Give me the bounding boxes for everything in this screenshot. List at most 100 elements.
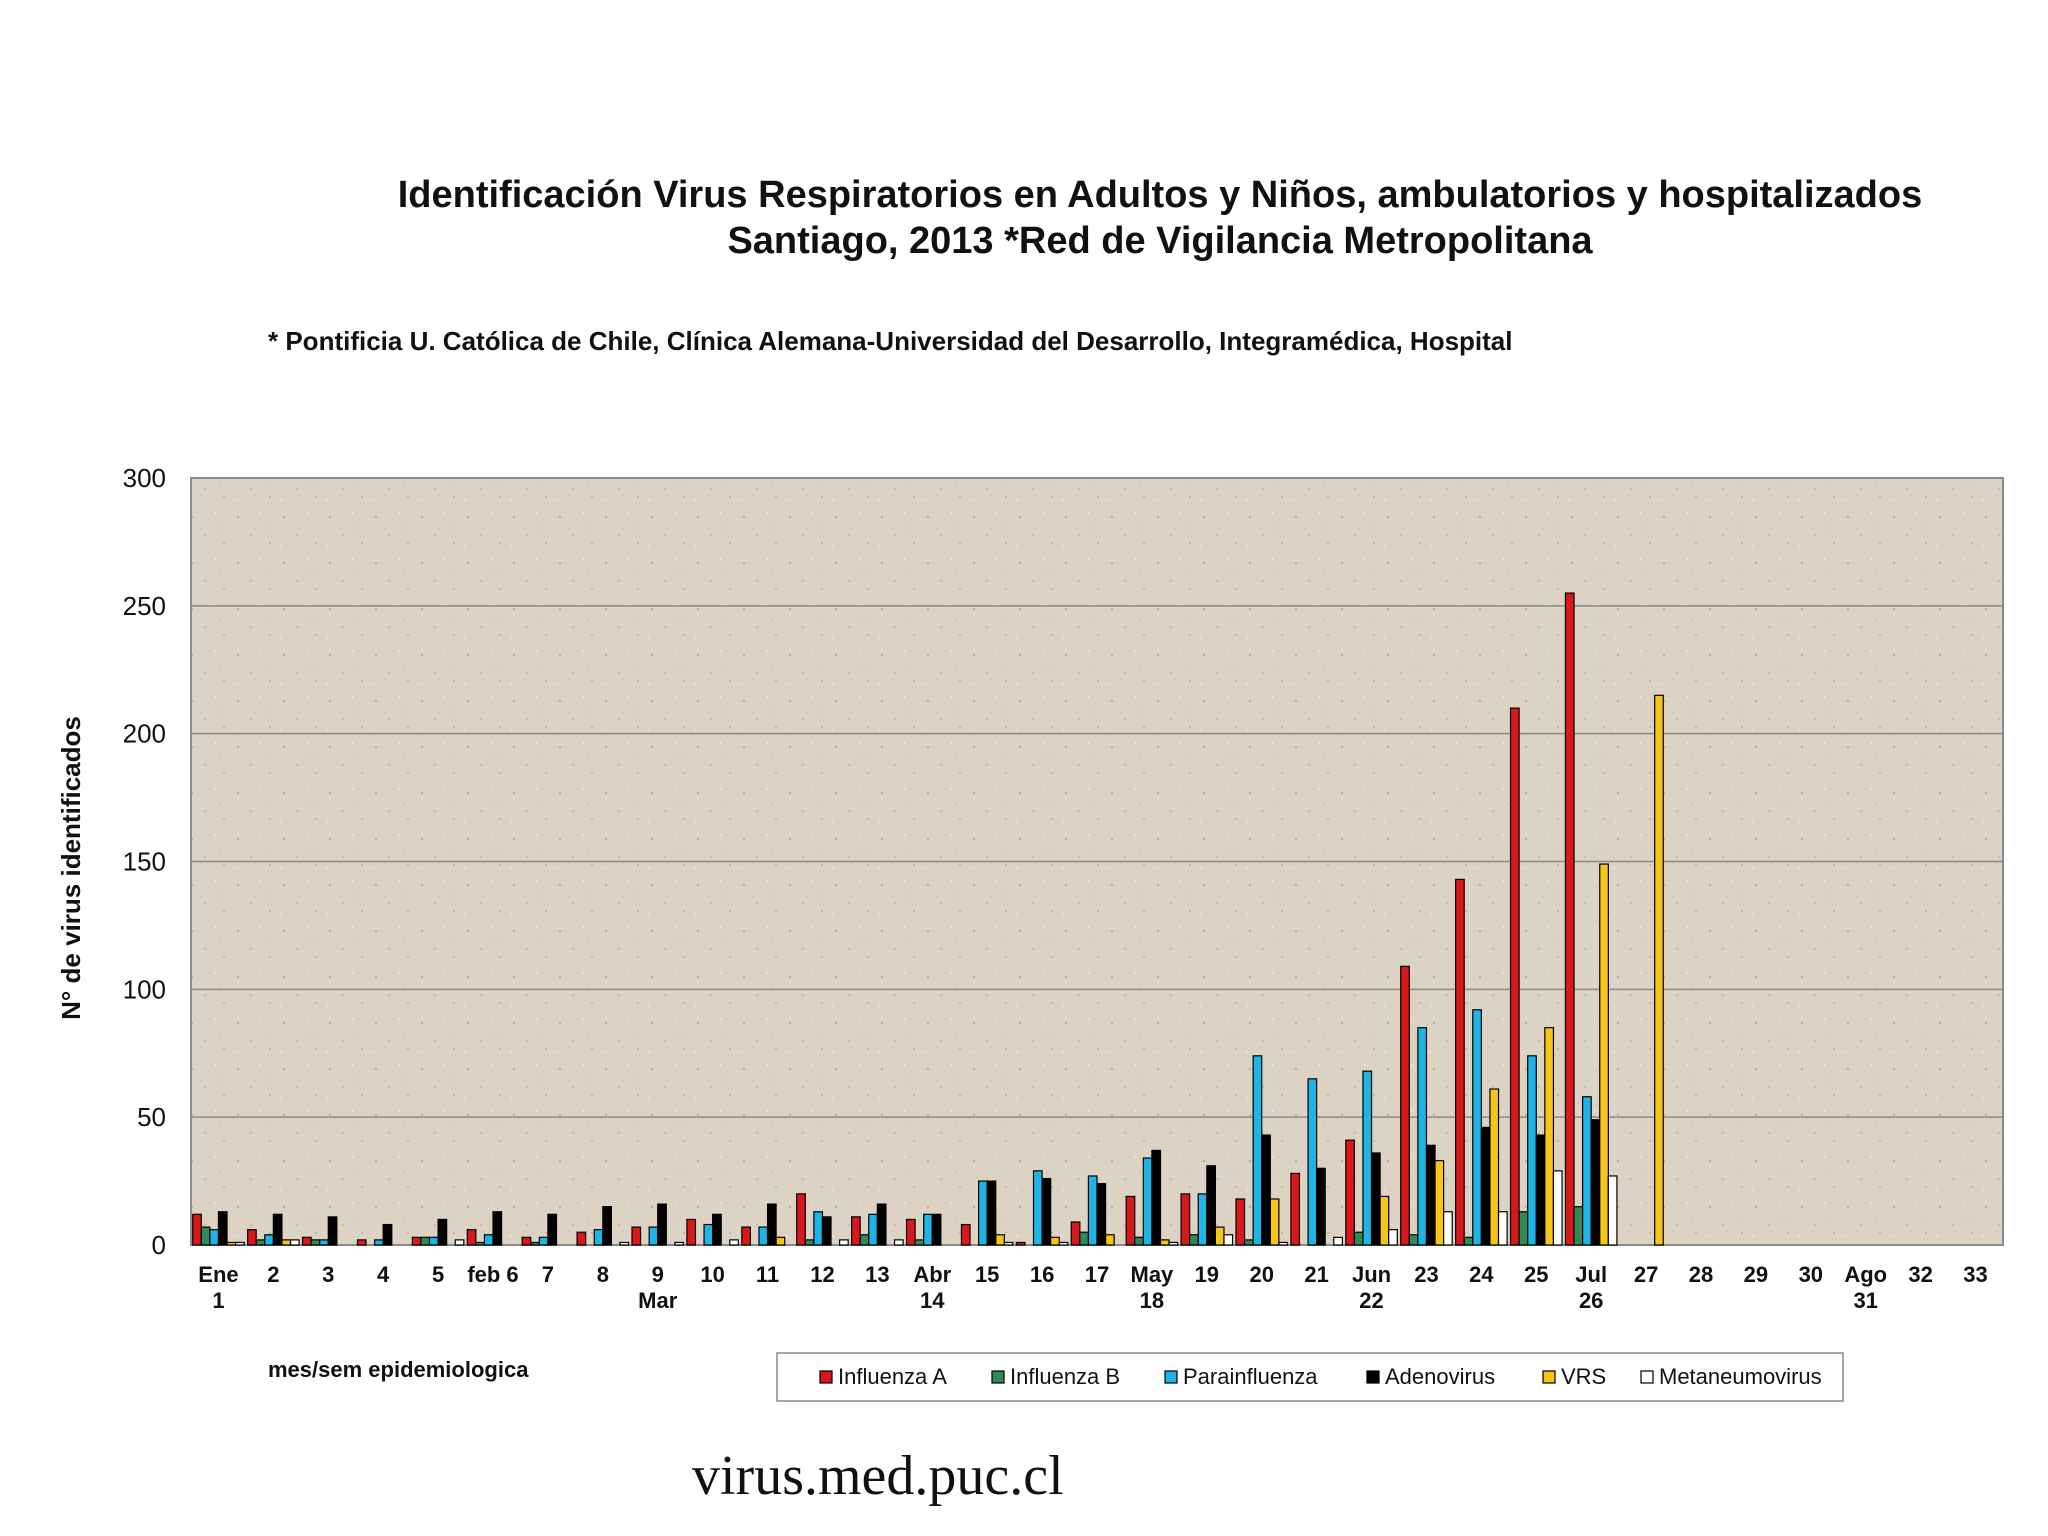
bar-adenovirus-14 (931, 1213, 942, 1246)
bar-adenovirus-1 (217, 1211, 228, 1246)
bar-influenza-a-24 (1455, 878, 1465, 1246)
x-tick-label: 5 (432, 1262, 444, 1287)
x-tick-label: 28 (1689, 1262, 1713, 1287)
bar-influenza-a-17 (1070, 1221, 1081, 1246)
bar-influenza-a-14 (905, 1218, 916, 1246)
bar-vrs-26 (1599, 863, 1609, 1246)
bar-influenza-a-11 (741, 1226, 751, 1246)
bar-influenza-b-24 (1463, 1236, 1474, 1246)
bar-influenza-a-15 (960, 1223, 971, 1246)
bar-parainfluenza-21 (1307, 1078, 1318, 1246)
bar-influenza-b-20 (1243, 1239, 1254, 1246)
x-tick-label: 1 (212, 1288, 224, 1313)
bar-adenovirus-13 (876, 1203, 887, 1246)
bar-parainfluenza-26 (1582, 1096, 1592, 1246)
x-tick-label: 21 (1304, 1262, 1328, 1287)
bar-influenza-a-7 (521, 1236, 532, 1246)
bar-influenza-a-3 (301, 1236, 312, 1246)
x-tick-label: 12 (810, 1262, 834, 1287)
legend-swatch (1164, 1370, 1178, 1384)
bar-adenovirus-10 (712, 1213, 722, 1246)
y-tick-label: 200 (123, 719, 166, 749)
x-tick-label: 26 (1579, 1288, 1603, 1313)
bar-parainfluenza-9 (648, 1226, 659, 1246)
bar-influenza-a-5 (411, 1236, 422, 1246)
bar-parainfluenza-4 (374, 1239, 384, 1246)
bar-vrs-27 (1654, 694, 1664, 1246)
bar-parainfluenza-16 (1032, 1170, 1043, 1246)
bar-influenza-a-4 (356, 1239, 367, 1246)
bar-influenza-b-18 (1134, 1236, 1144, 1246)
bar-vrs-15 (995, 1234, 1005, 1246)
bar-influenza-b-22 (1353, 1231, 1364, 1246)
x-tick-label: 7 (542, 1262, 554, 1287)
bar-adenovirus-6 (492, 1211, 503, 1246)
bar-vrs-24 (1489, 1088, 1500, 1246)
bar-metaneumovirus-19 (1223, 1234, 1234, 1246)
bar-influenza-a-18 (1125, 1195, 1136, 1246)
x-tick-label: 32 (1908, 1262, 1932, 1287)
x-tick-label: 30 (1799, 1262, 1823, 1287)
legend-swatch (1366, 1370, 1380, 1384)
legend-swatch (1640, 1370, 1654, 1384)
x-tick-label: 15 (975, 1262, 999, 1287)
bar-vrs-11 (775, 1236, 786, 1246)
bar-adenovirus-20 (1261, 1134, 1271, 1246)
bar-metaneumovirus-26 (1607, 1175, 1618, 1246)
bar-metaneumovirus-23 (1443, 1211, 1453, 1246)
bar-influenza-b-7 (530, 1241, 540, 1246)
bar-influenza-a-23 (1400, 965, 1410, 1246)
x-tick-label: 10 (700, 1262, 724, 1287)
bar-metaneumovirus-8 (619, 1241, 630, 1246)
x-tick-label: 17 (1085, 1262, 1109, 1287)
bar-parainfluenza-19 (1197, 1193, 1208, 1246)
legend-label: Influenza A (838, 1364, 947, 1389)
bar-vrs-19 (1214, 1226, 1225, 1246)
x-tick-label: Jun (1352, 1262, 1391, 1287)
bar-adenovirus-5 (437, 1218, 448, 1246)
bar-parainfluenza-5 (428, 1236, 439, 1246)
bar-influenza-b-19 (1189, 1234, 1199, 1246)
bar-metaneumovirus-24 (1497, 1211, 1508, 1246)
bar-influenza-a-6 (466, 1229, 477, 1246)
chart-title-2: Santiago, 2013 *Red de Vigilancia Metrop… (727, 220, 1593, 262)
bar-parainfluenza-11 (758, 1226, 769, 1246)
x-tick-label: 22 (1359, 1288, 1383, 1313)
bar-influenza-a-20 (1235, 1198, 1246, 1246)
bar-vrs-25 (1544, 1027, 1555, 1246)
x-tick-label: Ene (198, 1262, 238, 1287)
bar-influenza-b-3 (310, 1239, 321, 1246)
x-tick-label: 3 (322, 1262, 334, 1287)
footer-url: virus.med.puc.cl (692, 1445, 1064, 1507)
legend-swatch (819, 1370, 833, 1384)
bar-influenza-a-25 (1509, 707, 1520, 1246)
bar-influenza-b-14 (914, 1239, 925, 1246)
x-tick-label: feb 6 (467, 1262, 518, 1287)
x-tick-label: 25 (1524, 1262, 1548, 1287)
bar-parainfluenza-13 (868, 1213, 878, 1246)
legend-label: Metaneumovirus (1659, 1364, 1822, 1389)
bar-parainfluenza-18 (1142, 1157, 1153, 1246)
bar-influenza-a-13 (851, 1216, 861, 1246)
bar-parainfluenza-14 (923, 1213, 933, 1246)
x-tick-label: Abr (913, 1262, 951, 1287)
bar-adenovirus-8 (602, 1206, 612, 1246)
bar-metaneumovirus-21 (1333, 1236, 1343, 1246)
y-tick-label: 300 (123, 463, 166, 493)
bar-parainfluenza-7 (538, 1236, 549, 1246)
bar-parainfluenza-25 (1527, 1055, 1537, 1246)
bar-adenovirus-25 (1535, 1134, 1546, 1246)
bar-adenovirus-2 (272, 1213, 283, 1246)
bar-metaneumovirus-13 (893, 1239, 904, 1246)
y-tick-label: 100 (123, 974, 166, 1004)
chart-title: Identificación Virus Respiratorios en Ad… (397, 174, 1923, 216)
x-tick-label: May (1131, 1262, 1175, 1287)
bar-vrs-17 (1104, 1234, 1115, 1246)
legend-swatch (991, 1370, 1005, 1384)
bar-parainfluenza-17 (1087, 1175, 1098, 1246)
x-tick-label: 13 (865, 1262, 889, 1287)
bar-adenovirus-12 (821, 1216, 832, 1246)
bar-influenza-a-10 (686, 1218, 697, 1246)
bar-influenza-a-8 (576, 1231, 587, 1246)
x-tick-label: 27 (1634, 1262, 1658, 1287)
